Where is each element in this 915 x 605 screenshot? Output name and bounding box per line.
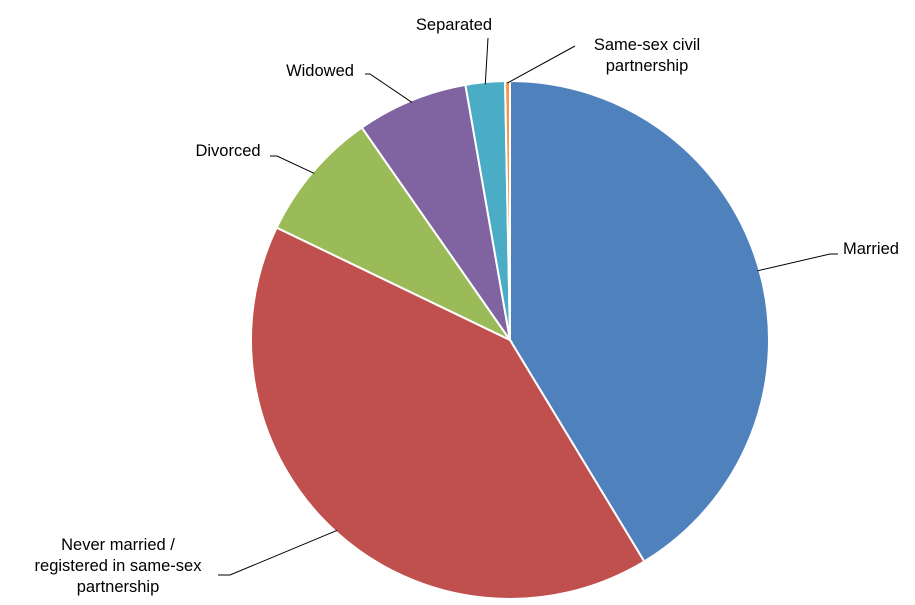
slice-label-line: partnership bbox=[77, 578, 160, 596]
slice-label-line: Same-sex civil bbox=[594, 36, 700, 54]
leader-line-divorced bbox=[270, 155, 315, 174]
labels-layer: Married Never married / registered in same… bbox=[35, 16, 899, 596]
slice-label-line: Divorced bbox=[195, 142, 260, 160]
leader-line-same-sex-civil-partnership bbox=[507, 45, 576, 84]
slice-label-line: Never married / bbox=[61, 536, 175, 554]
slice-label-line: Separated bbox=[416, 16, 492, 34]
pie-slice-divorced bbox=[275, 126, 514, 343]
slice-label-line: registered in same-sex bbox=[35, 557, 203, 575]
leader-lines-layer bbox=[218, 37, 838, 576]
pie-slice-widowed bbox=[360, 83, 511, 341]
slice-label-widowed: Widowed bbox=[286, 62, 354, 80]
slice-label-same-sex-civil-partnership: Same-sex civil partnership bbox=[594, 36, 700, 75]
slice-label-divorced: Divorced bbox=[195, 142, 260, 160]
slice-label-line: Widowed bbox=[286, 62, 354, 80]
pie-slice-never-married-registered-in-same-sex-partnership bbox=[250, 226, 646, 600]
slice-label-separated: Separated bbox=[416, 16, 492, 34]
pie-slice-same-sex-civil-partnership bbox=[504, 79, 511, 341]
leader-line-married bbox=[757, 253, 838, 272]
slice-label-never-married-registered-in-same-sex-partnership: Never married / registered in same-sex par… bbox=[35, 536, 203, 596]
slice-label-line: partnership bbox=[606, 57, 689, 75]
slices-layer bbox=[250, 79, 770, 600]
leader-line-never-married-registered-in-same-sex-partnership bbox=[218, 529, 338, 576]
leader-line-separated bbox=[484, 37, 489, 85]
leader-line-widowed bbox=[365, 73, 413, 103]
slice-label-line: Married bbox=[843, 240, 899, 258]
slice-label-married: Married bbox=[843, 240, 899, 258]
